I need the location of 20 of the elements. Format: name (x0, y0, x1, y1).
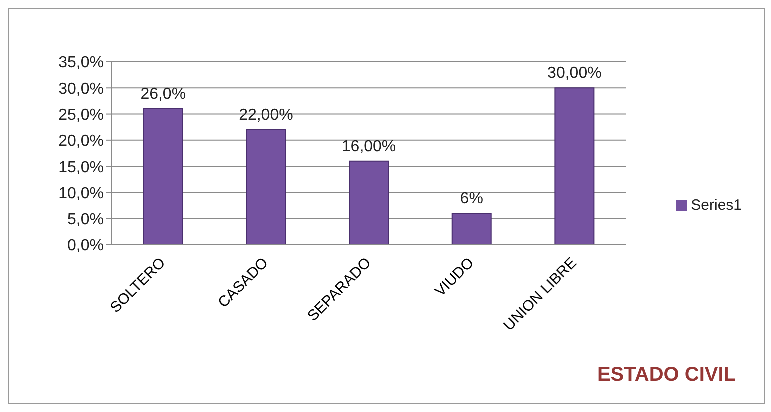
y-tick-label: 5,0% (68, 212, 104, 229)
y-tick-label: 15,0% (58, 159, 104, 176)
data-label: 6% (460, 190, 484, 208)
y-tick-label: 25,0% (58, 106, 104, 124)
data-label: 30,00% (548, 65, 602, 82)
data-label: 22,00% (239, 106, 294, 124)
y-tick-label: 20,0% (58, 133, 104, 150)
bar (143, 108, 184, 245)
y-tick-label: 0,0% (68, 238, 104, 255)
text: ESTADO CIVIL (597, 364, 736, 387)
y-tick-label: 35,0% (58, 54, 104, 72)
bar (246, 129, 286, 245)
bar (452, 213, 492, 245)
bar (554, 88, 595, 245)
y-tick-label: 10,0% (58, 185, 104, 202)
legend-label: Series1 (691, 196, 742, 214)
data-label: 16,00% (342, 138, 396, 156)
y-tick-label: 30,0% (58, 80, 104, 98)
bar (349, 160, 390, 245)
data-label: 26,0% (140, 86, 186, 104)
